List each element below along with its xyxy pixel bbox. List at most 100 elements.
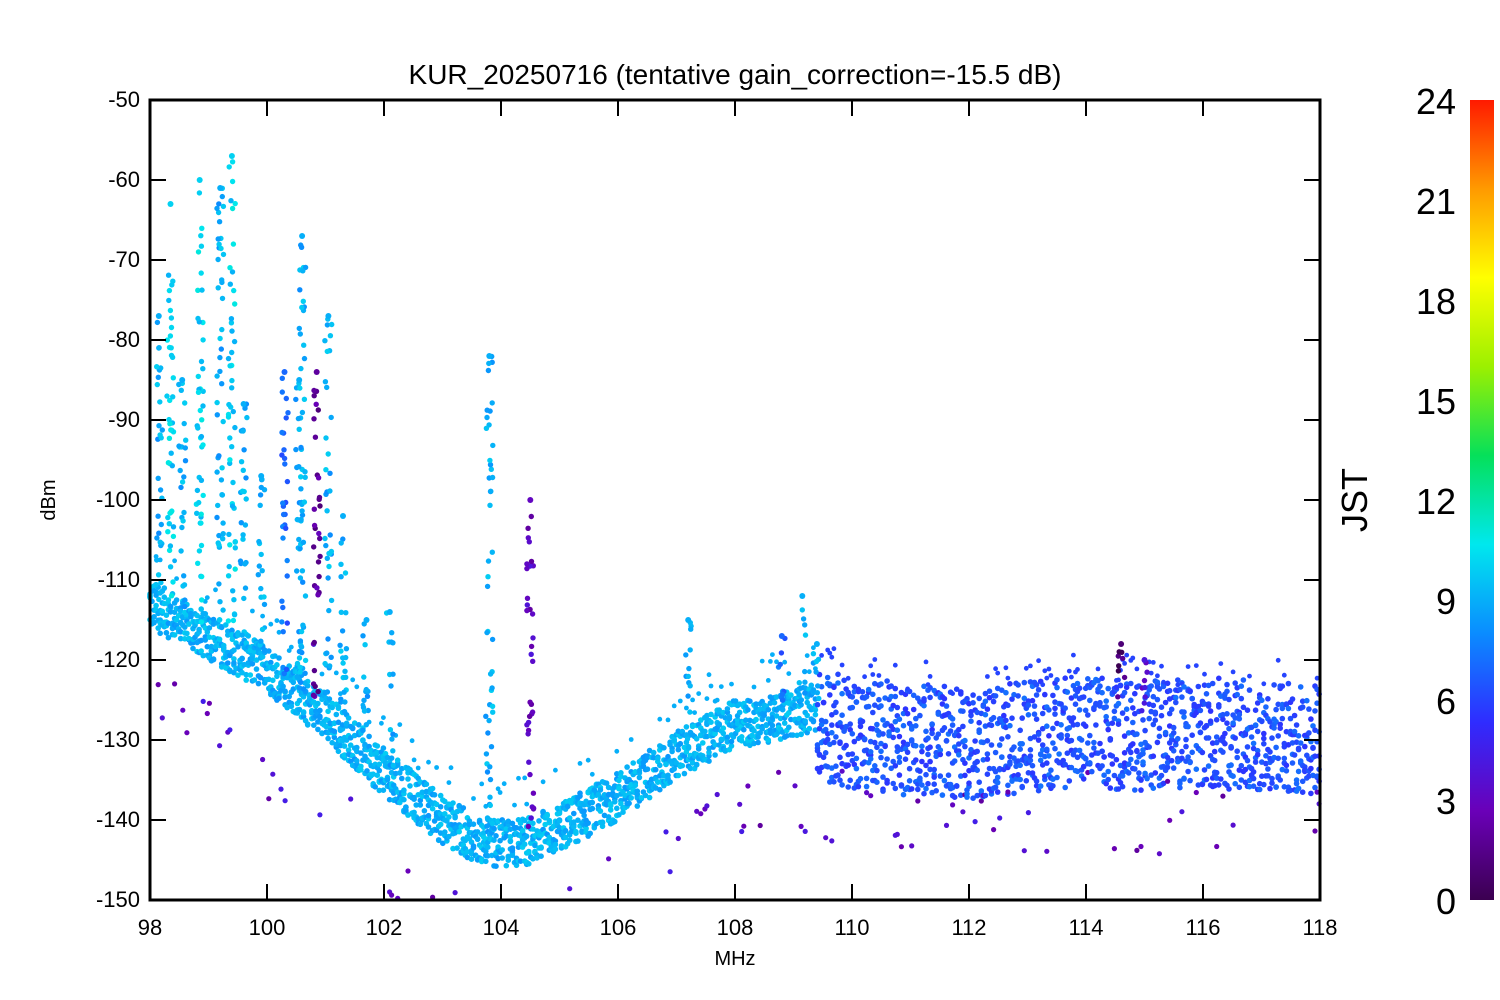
data-point	[156, 423, 162, 429]
data-point	[612, 818, 618, 825]
data-point	[575, 817, 581, 823]
data-point	[776, 769, 782, 775]
data-point	[316, 573, 322, 580]
data-point	[612, 799, 618, 805]
data-point	[1140, 717, 1146, 723]
data-point	[1287, 715, 1294, 722]
data-point	[153, 582, 159, 588]
data-point	[324, 555, 330, 561]
data-point	[339, 628, 346, 634]
data-point	[1254, 751, 1261, 758]
data-point	[980, 703, 987, 709]
data-point	[335, 719, 342, 726]
data-point	[260, 613, 265, 619]
data-point	[434, 765, 439, 770]
data-point	[704, 733, 710, 740]
data-point	[1044, 746, 1050, 753]
data-point	[1302, 743, 1308, 750]
data-point	[296, 426, 302, 432]
data-point	[743, 717, 749, 723]
data-point	[910, 706, 917, 713]
data-point	[238, 520, 244, 526]
data-point	[1130, 705, 1136, 711]
data-point	[177, 635, 184, 642]
data-point	[556, 810, 563, 817]
data-point	[720, 725, 727, 731]
data-point	[313, 369, 320, 375]
data-point	[527, 699, 533, 705]
data-point	[1005, 675, 1011, 681]
data-point	[1132, 766, 1138, 772]
data-point	[1027, 753, 1034, 759]
data-point	[829, 654, 835, 660]
data-point	[1273, 784, 1279, 790]
data-point	[1091, 745, 1097, 751]
data-point	[755, 739, 761, 746]
data-point	[552, 841, 559, 848]
data-point	[526, 759, 532, 765]
data-point	[179, 524, 185, 531]
data-point	[493, 863, 499, 869]
data-point	[1279, 705, 1286, 712]
data-point	[240, 467, 246, 473]
data-point	[223, 622, 229, 628]
data-point	[855, 688, 862, 695]
data-point	[529, 709, 536, 715]
data-point	[755, 723, 761, 730]
data-point	[976, 695, 982, 702]
data-point	[1068, 764, 1075, 771]
data-point	[446, 833, 452, 840]
data-point	[1246, 783, 1253, 790]
data-point	[927, 674, 933, 679]
data-point	[796, 715, 802, 722]
data-point	[220, 536, 226, 542]
data-point	[1203, 691, 1210, 697]
data-point	[1170, 765, 1177, 771]
data-point	[327, 333, 334, 339]
data-point	[1029, 697, 1036, 704]
data-point	[991, 827, 997, 833]
data-point	[810, 687, 817, 693]
data-point	[524, 607, 530, 614]
data-point	[720, 709, 727, 716]
data-point	[1291, 728, 1298, 735]
data-point	[376, 787, 383, 794]
data-point	[358, 767, 364, 773]
data-point	[229, 503, 236, 509]
data-point	[487, 802, 493, 809]
data-point	[960, 708, 966, 714]
data-point	[698, 717, 704, 723]
data-point	[833, 709, 839, 716]
data-point	[1150, 702, 1157, 709]
data-point	[206, 634, 213, 640]
data-point	[1111, 772, 1118, 779]
data-point	[1211, 748, 1218, 755]
data-point	[340, 660, 346, 666]
data-point	[1148, 683, 1154, 689]
data-point	[279, 429, 285, 436]
data-point	[329, 321, 335, 328]
data-point	[796, 691, 802, 698]
data-point	[872, 657, 878, 662]
data-point	[999, 754, 1005, 760]
data-point	[1285, 705, 1292, 712]
data-point	[822, 750, 829, 756]
data-point	[285, 410, 291, 416]
data-point	[816, 751, 823, 758]
data-point	[296, 464, 302, 470]
data-point	[178, 387, 184, 393]
data-point	[1256, 786, 1263, 793]
data-point	[1140, 747, 1146, 753]
data-point	[616, 785, 622, 792]
data-point	[435, 837, 442, 843]
data-point	[1141, 700, 1148, 706]
data-point	[1287, 787, 1294, 794]
data-point	[1238, 777, 1245, 783]
data-point	[919, 748, 925, 755]
data-point	[282, 694, 288, 700]
data-point	[354, 744, 360, 751]
data-point	[156, 596, 162, 603]
data-point	[215, 285, 221, 291]
data-point	[657, 716, 663, 722]
data-point	[890, 734, 896, 741]
